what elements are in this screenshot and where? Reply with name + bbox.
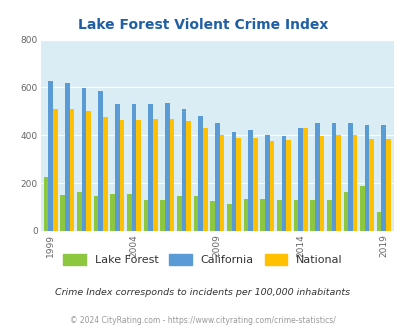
Legend: Lake Forest, California, National: Lake Forest, California, National: [59, 250, 346, 270]
Bar: [160, 200, 164, 231]
Bar: [127, 194, 131, 231]
Bar: [53, 109, 58, 231]
Bar: [281, 136, 286, 231]
Bar: [214, 123, 219, 231]
Bar: [148, 104, 153, 231]
Bar: [302, 128, 307, 231]
Bar: [359, 185, 364, 231]
Bar: [335, 135, 340, 231]
Bar: [343, 191, 347, 231]
Bar: [186, 121, 190, 231]
Bar: [86, 112, 91, 231]
Bar: [326, 200, 331, 231]
Bar: [69, 110, 74, 231]
Bar: [347, 123, 352, 231]
Bar: [48, 82, 53, 231]
Text: © 2024 CityRating.com - https://www.cityrating.com/crime-statistics/: © 2024 CityRating.com - https://www.city…: [70, 315, 335, 325]
Bar: [309, 200, 314, 231]
Bar: [276, 200, 281, 231]
Bar: [226, 204, 231, 231]
Bar: [115, 104, 119, 231]
Text: Crime Index corresponds to incidents per 100,000 inhabitants: Crime Index corresponds to incidents per…: [55, 287, 350, 297]
Bar: [331, 123, 335, 231]
Bar: [102, 117, 107, 231]
Bar: [286, 140, 290, 231]
Bar: [193, 196, 198, 231]
Bar: [202, 128, 207, 231]
Bar: [198, 116, 202, 231]
Bar: [314, 123, 319, 231]
Bar: [260, 199, 264, 231]
Bar: [352, 135, 357, 231]
Bar: [236, 138, 240, 231]
Bar: [93, 196, 98, 231]
Bar: [65, 83, 69, 231]
Bar: [269, 141, 273, 231]
Bar: [60, 195, 65, 231]
Bar: [243, 199, 247, 231]
Bar: [247, 130, 252, 231]
Bar: [81, 88, 86, 231]
Bar: [219, 135, 224, 231]
Bar: [143, 200, 148, 231]
Bar: [136, 120, 141, 231]
Bar: [98, 91, 102, 231]
Bar: [110, 194, 115, 231]
Bar: [169, 118, 174, 231]
Bar: [177, 196, 181, 231]
Bar: [376, 212, 381, 231]
Bar: [43, 177, 48, 231]
Bar: [210, 201, 214, 231]
Bar: [264, 135, 269, 231]
Bar: [231, 132, 236, 231]
Bar: [119, 120, 124, 231]
Bar: [297, 128, 302, 231]
Bar: [364, 124, 369, 231]
Bar: [381, 124, 385, 231]
Bar: [131, 104, 136, 231]
Bar: [164, 103, 169, 231]
Bar: [385, 139, 390, 231]
Bar: [293, 200, 297, 231]
Bar: [153, 118, 157, 231]
Bar: [77, 191, 81, 231]
Text: Lake Forest Violent Crime Index: Lake Forest Violent Crime Index: [78, 18, 327, 32]
Bar: [252, 138, 257, 231]
Bar: [319, 137, 323, 231]
Bar: [369, 139, 373, 231]
Bar: [181, 109, 186, 231]
